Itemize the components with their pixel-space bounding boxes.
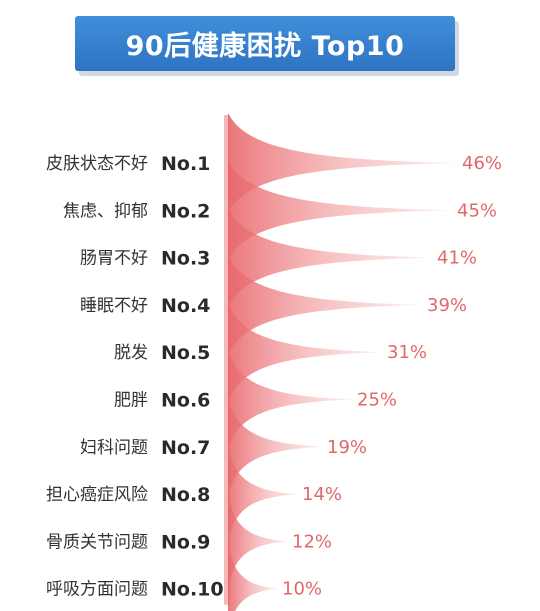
value-label-7: 19% <box>327 437 367 458</box>
spike-bar-1 <box>228 113 458 213</box>
category-label-3: 肠胃不好 <box>80 249 148 269</box>
rank-label-10: No.10 <box>161 579 224 601</box>
value-label-5: 31% <box>387 342 427 363</box>
value-label-10: 10% <box>282 579 322 600</box>
value-label-4: 39% <box>427 295 467 316</box>
spike-bar-2 <box>228 160 453 261</box>
spike-bar-3 <box>228 207 433 308</box>
rank-label-7: No.7 <box>161 437 210 459</box>
rank-label-5: No.5 <box>161 342 210 364</box>
chart-title: 90后健康困扰 Top10 <box>125 31 405 62</box>
category-label-7: 妇科问题 <box>80 438 148 458</box>
spike-bar-6 <box>228 349 353 450</box>
value-label-1: 46% <box>462 153 502 174</box>
category-label-9: 骨质关节问题 <box>46 532 148 552</box>
category-label-8: 担心癌症风险 <box>46 485 148 505</box>
value-label-2: 45% <box>457 200 497 221</box>
value-label-3: 41% <box>437 248 477 269</box>
rank-label-6: No.6 <box>161 390 210 412</box>
rank-label-2: No.2 <box>161 200 210 222</box>
value-label-9: 12% <box>292 531 332 552</box>
category-label-5: 脱发 <box>114 343 148 363</box>
rank-label-3: No.3 <box>161 248 210 270</box>
spike-bar-9 <box>228 491 288 592</box>
category-label-6: 肥胖 <box>114 391 148 411</box>
title-banner: 90后健康困扰 Top10 <box>75 16 455 71</box>
rank-label-1: No.1 <box>161 153 210 175</box>
category-label-10: 呼吸方面问题 <box>46 580 148 600</box>
category-label-2: 焦虑、抑郁 <box>63 201 148 221</box>
category-label-1: 皮肤状态不好 <box>46 154 148 174</box>
chart-spine <box>224 115 230 605</box>
spike-bar-5 <box>228 302 383 403</box>
rank-label-8: No.8 <box>161 484 210 506</box>
value-label-6: 25% <box>357 390 397 411</box>
category-label-4: 睡眠不好 <box>80 296 148 316</box>
spike-bar-10 <box>228 538 278 611</box>
rank-label-4: No.4 <box>161 295 210 317</box>
spike-bar-4 <box>228 254 423 355</box>
value-label-8: 14% <box>302 484 342 505</box>
spike-bar-7 <box>228 396 323 497</box>
spike-bar-8 <box>228 444 298 545</box>
rank-label-9: No.9 <box>161 531 210 553</box>
